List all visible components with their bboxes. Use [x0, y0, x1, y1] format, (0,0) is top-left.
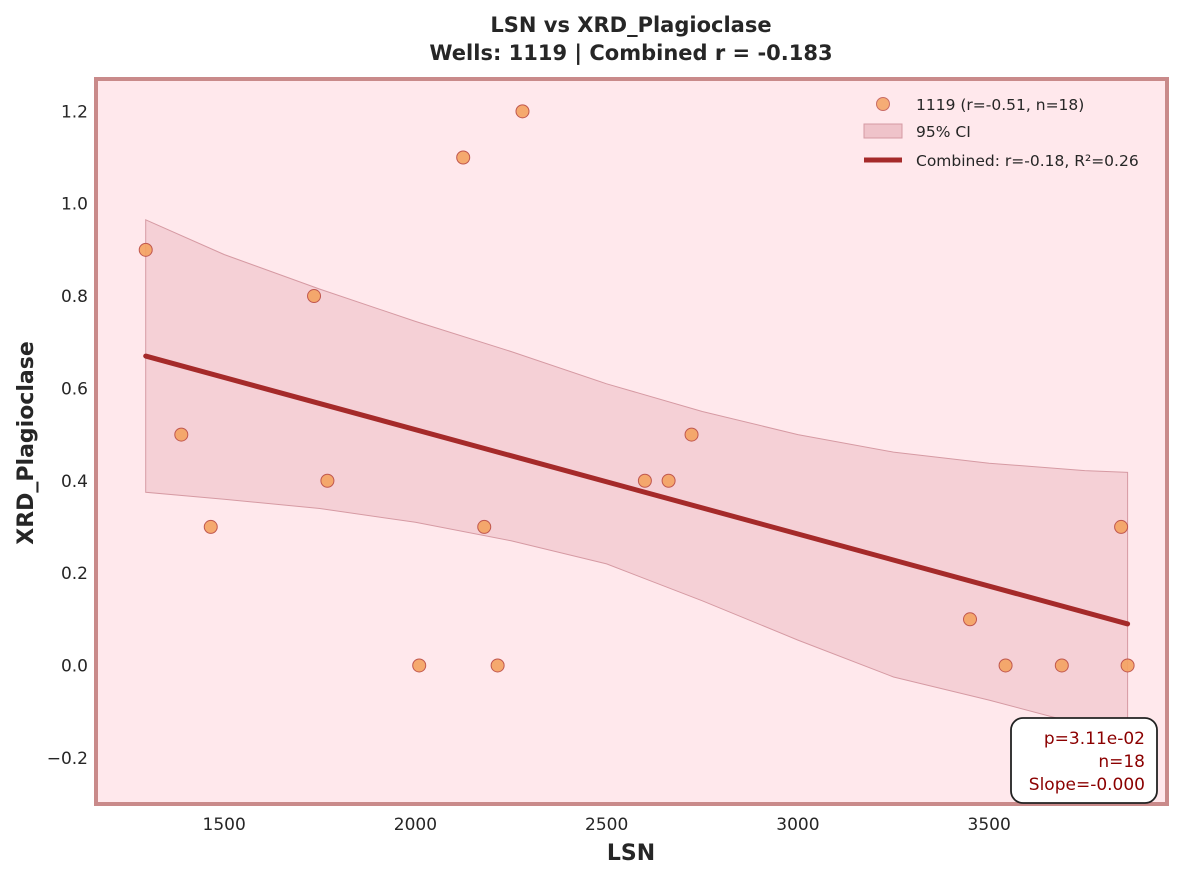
y-tick-label: −0.2 — [47, 749, 88, 769]
data-point — [307, 289, 322, 304]
data-points-layer — [138, 104, 1135, 673]
y-tick-label: 0.0 — [61, 656, 88, 676]
data-point — [661, 473, 676, 488]
data-point — [174, 427, 189, 442]
x-tick-label: 2000 — [394, 815, 437, 835]
legend-label-ci: 95% CI — [916, 123, 971, 141]
x-axis-label: LSN — [607, 841, 655, 866]
y-tick-label: 1.2 — [61, 102, 88, 122]
legend-label-fit: Combined: r=-0.18, R²=0.26 — [916, 152, 1139, 170]
data-point — [1120, 658, 1135, 673]
x-tick-label: 3000 — [776, 815, 819, 835]
x-tick-label: 3500 — [968, 815, 1011, 835]
y-tick-label: 0.8 — [61, 287, 88, 307]
data-point — [684, 427, 699, 442]
x-tick-label: 2500 — [585, 815, 628, 835]
data-point — [963, 612, 978, 627]
y-axis-label: XRD_Plagioclase — [14, 341, 39, 545]
stats-p-value: p=3.11e-02 — [1044, 729, 1145, 749]
data-point — [456, 150, 471, 165]
stats-box-frame — [1010, 717, 1158, 804]
chart-subtitle: Wells: 1119 | Combined r = -0.183 — [429, 41, 832, 66]
legend-marker-points — [876, 97, 890, 111]
y-tick-label: 0.4 — [61, 472, 88, 492]
y-tick-label: 0.6 — [61, 379, 88, 399]
data-point — [515, 104, 530, 119]
stats-box: p=3.11e-02 n=18 Slope=-0.000 — [1010, 717, 1158, 804]
stats-n: n=18 — [1098, 752, 1145, 772]
data-point — [998, 658, 1013, 673]
stats-slope: Slope=-0.000 — [1029, 775, 1145, 795]
regression-line — [143, 353, 1131, 627]
x-axis-ticks: 1500 2000 2500 3000 3500 — [203, 815, 1011, 835]
fit-line-layer — [143, 353, 1131, 627]
data-point — [320, 473, 335, 488]
data-point — [1114, 519, 1129, 534]
legend-label-points: 1119 (r=-0.51, n=18) — [916, 96, 1084, 114]
legend-marker-ci — [863, 123, 903, 139]
plot-area — [96, 79, 1167, 804]
data-point — [203, 519, 218, 534]
data-point — [477, 519, 492, 534]
y-tick-label: 1.0 — [61, 195, 88, 215]
x-tick-label: 1500 — [203, 815, 246, 835]
plot-frame — [94, 77, 1169, 806]
data-point — [138, 242, 153, 257]
y-axis-ticks: −0.2 0.0 0.2 0.4 0.6 0.8 1.0 1.2 — [47, 102, 88, 768]
chart-title: LSN vs XRD_Plagioclase — [490, 13, 771, 37]
data-point — [490, 658, 505, 673]
data-point — [412, 658, 427, 673]
data-point — [1054, 658, 1069, 673]
data-point — [637, 473, 652, 488]
legend: 1119 (r=-0.51, n=18) 95% CI Combined: r=… — [863, 96, 1139, 170]
y-tick-label: 0.2 — [61, 564, 88, 584]
